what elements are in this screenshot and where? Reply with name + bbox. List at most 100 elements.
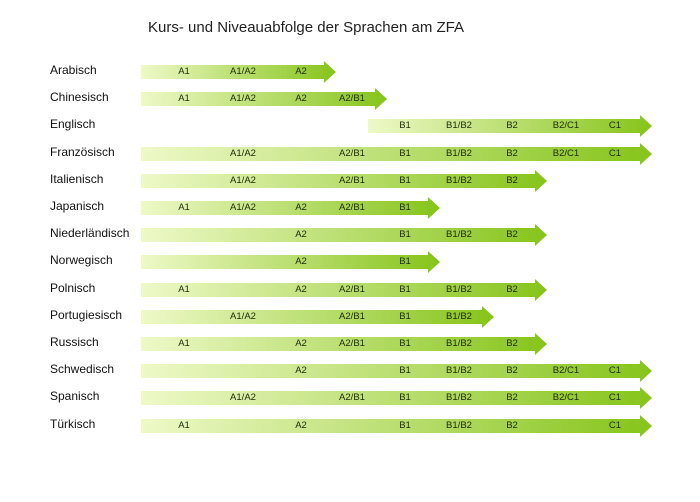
level-label: B2 <box>506 419 518 431</box>
level-arrow: A2 B1 B1/B2 B2 <box>141 224 547 247</box>
arrow-shape <box>141 224 547 247</box>
language-row: Englisch B1 B1/B2 B2 B2/C1 C1 <box>0 115 700 138</box>
arrow-body <box>141 142 652 165</box>
level-label: A1 <box>178 93 190 105</box>
level-label: A1 <box>178 202 190 213</box>
arrow-shape <box>141 414 652 437</box>
arrow-body <box>141 88 387 111</box>
level-label: B2 <box>506 365 518 377</box>
level-arrow: A2 B1 B1/B2 B2 B2/C1 C1 <box>141 360 652 383</box>
level-arrow: A1 A1/A2 A2 A2/B1 <box>141 88 387 111</box>
level-arrow: A1 A2 A2/B1 B1 B1/B2 B2 <box>141 278 547 301</box>
level-label: A2/B1 <box>339 392 365 404</box>
level-label: B2 <box>506 147 518 159</box>
arrow-shape <box>368 115 652 138</box>
level-label: B2 <box>506 338 518 349</box>
diagram-title: Kurs- und Niveauabfolge der Sprachen am … <box>148 19 465 36</box>
arrow-shape <box>141 278 547 301</box>
level-label: B2/C1 <box>552 365 580 377</box>
level-label: A1/A2 <box>230 202 256 213</box>
level-label: A2 <box>295 66 307 77</box>
language-label: Niederländisch <box>50 226 130 241</box>
arrow-body <box>368 115 652 138</box>
level-label: A1 <box>178 283 190 295</box>
level-label: A2/B1 <box>339 310 365 322</box>
arrow-shape <box>141 169 547 192</box>
level-label: B1 <box>399 310 411 322</box>
arrow-shape <box>141 333 547 355</box>
arrow-shape <box>141 360 652 383</box>
level-label: A2/B1 <box>339 202 365 213</box>
level-label: C1 <box>608 365 622 377</box>
level-label: B2/C1 <box>552 147 580 159</box>
language-label: Polnisch <box>50 280 96 295</box>
level-label: A1/A2 <box>230 147 256 159</box>
language-row: Niederländisch A2 B1 B1/B2 B2 <box>0 224 700 247</box>
language-label: Italienisch <box>50 171 104 186</box>
level-label: A2/B1 <box>339 93 365 105</box>
level-arrow: A1/A2 A2/B1 B1 B1/B2 B2 <box>141 169 547 192</box>
arrow-body <box>141 251 440 274</box>
level-label: A2/B1 <box>339 283 365 295</box>
language-row: Schwedisch A2 B1 B1/B2 B2 B2/C1 C1 <box>0 360 700 383</box>
language-row: Italienisch A1/A2 A2/B1 B1 B1/B2 B2 <box>0 169 700 192</box>
language-row: Polnisch A1 A2 A2/B1 B1 B1/B2 B2 <box>0 278 700 301</box>
language-label: Spanisch <box>50 389 100 404</box>
level-label: B2/C1 <box>552 120 580 132</box>
level-label: B1/B2 <box>446 392 472 404</box>
level-label: B1/B2 <box>446 419 472 431</box>
arrow-body <box>141 333 547 355</box>
level-label: A1/A2 <box>230 310 256 322</box>
language-label: Portugiesisch <box>50 307 123 322</box>
language-row: Arabisch A1 A1/A2 A2 <box>0 61 700 83</box>
level-label: B1 <box>399 202 411 213</box>
level-arrow: A1 A1/A2 A2 A2/B1 B1 <box>141 197 440 219</box>
level-label: A2 <box>295 365 307 377</box>
language-row: Spanisch A1/A2 A2/B1 B1 B1/B2 B2 B2/C1 C1 <box>0 387 700 410</box>
level-label: B1/B2 <box>446 174 472 186</box>
level-label: A2 <box>295 256 307 268</box>
arrow-shape <box>141 305 494 328</box>
level-label: B1/B2 <box>446 365 472 377</box>
level-label: B1 <box>399 392 411 404</box>
level-label: B1 <box>399 283 411 295</box>
language-row: Japanisch A1 A1/A2 A2 A2/B1 B1 <box>0 197 700 219</box>
level-label: A1/A2 <box>230 174 256 186</box>
level-label: B1/B2 <box>446 338 472 349</box>
language-row: Norwegisch A2 B1 <box>0 251 700 274</box>
arrow-shape <box>141 387 652 410</box>
arrow-body <box>141 61 336 83</box>
level-label: B1/B2 <box>446 229 472 241</box>
language-row: Türkisch A1 A2 B1 B1/B2 B2 C1 <box>0 414 700 437</box>
level-label: B2 <box>506 229 518 241</box>
level-label: B1 <box>399 174 411 186</box>
level-arrow: A1/A2 A2/B1 B1 B1/B2 <box>141 305 494 328</box>
arrow-body <box>141 224 547 247</box>
level-label: A1/A2 <box>230 392 256 404</box>
level-label: A2 <box>295 93 307 105</box>
level-label: A2/B1 <box>339 147 365 159</box>
level-label: A2/B1 <box>339 174 365 186</box>
level-label: A2 <box>295 419 307 431</box>
arrow-body <box>141 278 547 301</box>
level-arrow: A1 A2 B1 B1/B2 B2 C1 <box>141 414 652 437</box>
level-label: A2 <box>295 283 307 295</box>
arrow-body <box>141 305 494 328</box>
language-row: Russisch A1 A2 A2/B1 B1 B1/B2 B2 <box>0 333 700 355</box>
level-label: A2 <box>295 202 307 213</box>
arrow-shape <box>141 142 652 165</box>
level-label: A1/A2 <box>230 66 256 77</box>
level-label: B1/B2 <box>446 310 472 322</box>
language-label: Englisch <box>50 117 96 132</box>
level-arrow: A1/A2 A2/B1 B1 B1/B2 B2 B2/C1 C1 <box>141 387 652 410</box>
level-label: B2 <box>506 392 518 404</box>
language-label: Türkisch <box>50 416 96 431</box>
arrow-body <box>141 360 652 383</box>
level-label: B1 <box>399 256 411 268</box>
level-label: B1 <box>399 365 411 377</box>
level-arrow: A1/A2 A2/B1 B1 B1/B2 B2 B2/C1 C1 <box>141 142 652 165</box>
level-label: A2 <box>295 338 307 349</box>
level-label: B1/B2 <box>446 283 472 295</box>
level-label: B1 <box>399 338 411 349</box>
